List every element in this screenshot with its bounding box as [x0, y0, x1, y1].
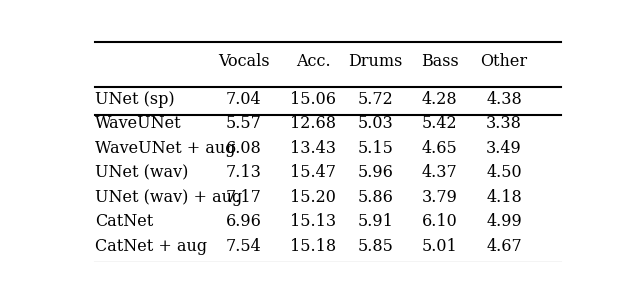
- Text: CatNet + aug: CatNet + aug: [95, 238, 207, 255]
- Text: 13.43: 13.43: [290, 140, 336, 157]
- Text: 7.13: 7.13: [226, 164, 262, 181]
- Text: 6.08: 6.08: [226, 140, 262, 157]
- Text: 5.86: 5.86: [357, 189, 393, 206]
- Text: 5.72: 5.72: [357, 91, 393, 108]
- Text: 12.68: 12.68: [290, 116, 336, 133]
- Text: 5.85: 5.85: [357, 238, 393, 255]
- Text: 3.49: 3.49: [486, 140, 522, 157]
- Text: UNet (wav) + aug: UNet (wav) + aug: [95, 189, 242, 206]
- Text: 4.65: 4.65: [422, 140, 458, 157]
- Text: Bass: Bass: [420, 54, 458, 70]
- Text: 7.17: 7.17: [226, 189, 262, 206]
- Text: 4.37: 4.37: [422, 164, 458, 181]
- Text: 4.38: 4.38: [486, 91, 522, 108]
- Text: CatNet: CatNet: [95, 213, 153, 230]
- Text: 15.47: 15.47: [290, 164, 336, 181]
- Text: 7.54: 7.54: [226, 238, 262, 255]
- Text: 5.91: 5.91: [357, 213, 393, 230]
- Text: 5.15: 5.15: [357, 140, 393, 157]
- Text: Other: Other: [481, 54, 527, 70]
- Text: Acc.: Acc.: [296, 54, 330, 70]
- Text: 6.96: 6.96: [226, 213, 262, 230]
- Text: 3.79: 3.79: [422, 189, 458, 206]
- Text: 5.42: 5.42: [422, 116, 458, 133]
- Text: 7.04: 7.04: [226, 91, 262, 108]
- Text: 4.18: 4.18: [486, 189, 522, 206]
- Text: WaveUNet: WaveUNet: [95, 116, 182, 133]
- Text: 15.20: 15.20: [290, 189, 336, 206]
- Text: 5.96: 5.96: [357, 164, 393, 181]
- Text: 5.57: 5.57: [226, 116, 262, 133]
- Text: 4.99: 4.99: [486, 213, 522, 230]
- Text: 4.67: 4.67: [486, 238, 522, 255]
- Text: Drums: Drums: [348, 54, 403, 70]
- Text: 3.38: 3.38: [486, 116, 522, 133]
- Text: UNet (sp): UNet (sp): [95, 91, 175, 108]
- Text: 4.28: 4.28: [422, 91, 458, 108]
- Text: 5.01: 5.01: [422, 238, 458, 255]
- Text: 15.13: 15.13: [290, 213, 336, 230]
- Text: 5.03: 5.03: [357, 116, 393, 133]
- Text: 15.18: 15.18: [290, 238, 336, 255]
- Text: 15.06: 15.06: [290, 91, 336, 108]
- Text: 6.10: 6.10: [422, 213, 458, 230]
- Text: WaveUNet + aug: WaveUNet + aug: [95, 140, 236, 157]
- Text: 4.50: 4.50: [486, 164, 522, 181]
- Text: UNet (wav): UNet (wav): [95, 164, 188, 181]
- Text: Vocals: Vocals: [218, 54, 269, 70]
